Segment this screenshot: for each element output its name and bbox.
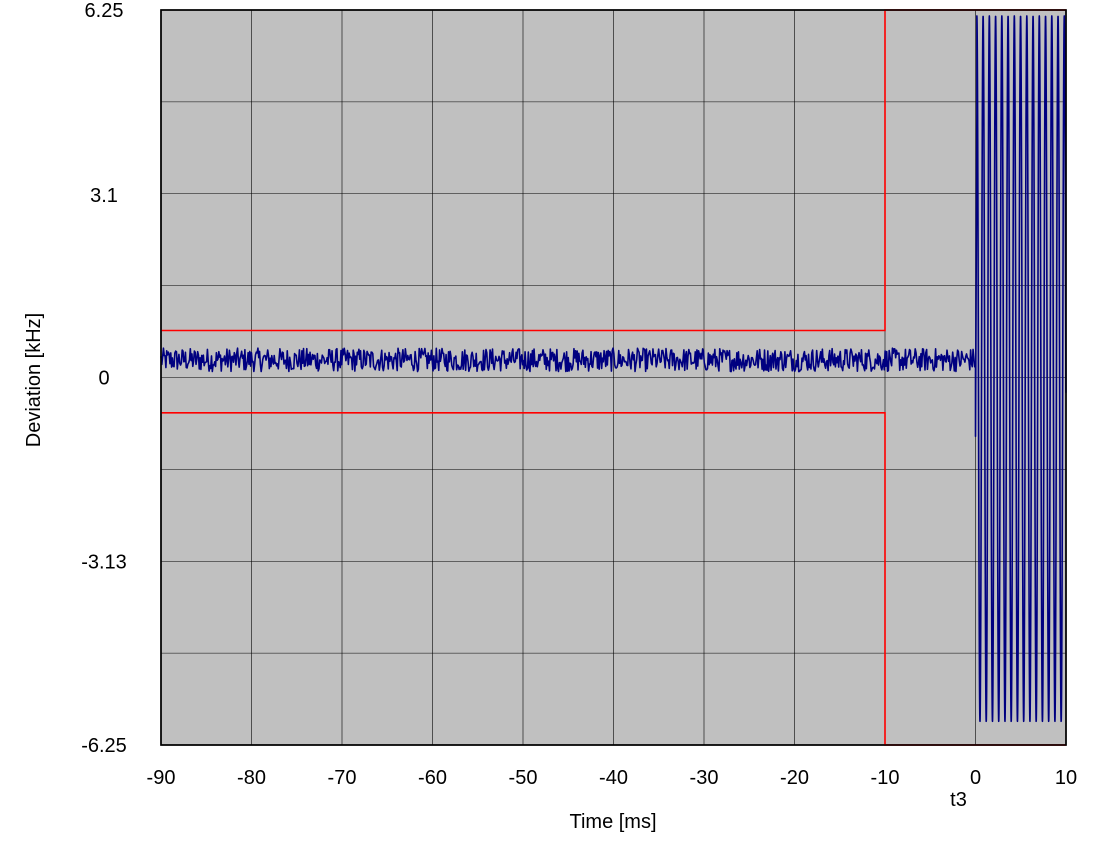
marker-label-t3: t3: [950, 789, 967, 811]
y-axis-label: Deviation [kHz]: [23, 313, 45, 448]
y-tick-label: 6.25: [85, 0, 124, 22]
series-line: [160, 15, 1067, 723]
x-tick-label: -60: [418, 767, 447, 789]
x-axis-label: Time [ms]: [569, 811, 656, 833]
x-tick-label: 10: [1055, 767, 1077, 789]
series-group: [160, 15, 1067, 723]
x-tick-label: -20: [780, 767, 809, 789]
x-tick-label: -10: [871, 767, 900, 789]
y-tick-labels: 6.25 3.1 0 -3.13 -6.25: [81, 0, 127, 757]
x-tick-labels: -90 -80 -70 -60 -50 -40 -30 -20 -10 0 10: [147, 767, 1078, 789]
x-tick-label: -40: [599, 767, 628, 789]
x-tick-label: -70: [328, 767, 357, 789]
y-tick-label: -3.13: [81, 552, 127, 574]
x-tick-label: -30: [690, 767, 719, 789]
plot-frame: [160, 9, 1067, 746]
y-tick-label: 3.1: [90, 185, 118, 207]
x-tick-label: -50: [509, 767, 538, 789]
y-tick-label: 0: [98, 368, 109, 390]
x-tick-label: -90: [147, 767, 176, 789]
x-tick-label: -80: [237, 767, 266, 789]
y-tick-label: -6.25: [81, 735, 127, 757]
x-tick-label: 0: [970, 767, 981, 789]
